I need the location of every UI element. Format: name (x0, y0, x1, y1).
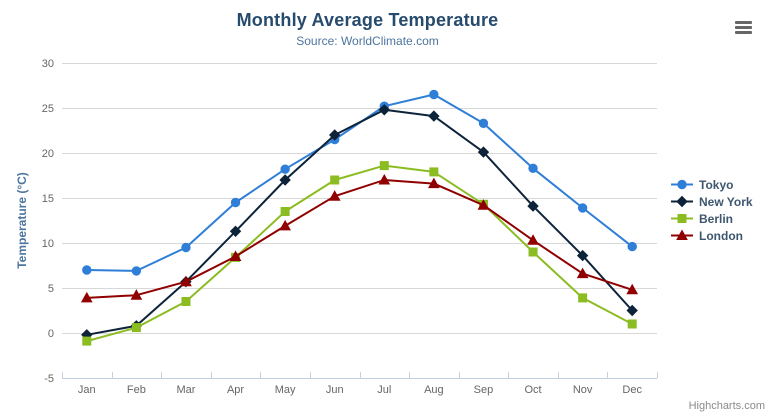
series-new-york[interactable] (81, 104, 638, 341)
legend-label: Tokyo (699, 177, 734, 192)
legend-item-london[interactable]: London (670, 227, 753, 244)
x-axis-label: Jun (326, 384, 344, 396)
data-point-triangle[interactable] (428, 177, 440, 189)
data-point-diamond[interactable] (477, 146, 490, 158)
y-axis-label: -5 (44, 373, 54, 385)
data-point-square[interactable] (181, 297, 191, 306)
legend-label: New York (699, 194, 753, 209)
legend-item-tokyo[interactable]: Tokyo (670, 176, 753, 193)
data-point-triangle[interactable] (328, 190, 341, 201)
legend-marker-circle-icon (671, 179, 693, 190)
data-point-diamond[interactable] (676, 195, 688, 208)
x-axis-label: Sep (474, 384, 494, 396)
data-point-circle[interactable] (528, 163, 538, 174)
legend: Tokyo New York Berlin London (670, 176, 753, 244)
x-axis-label: Nov (573, 384, 593, 396)
data-point-diamond[interactable] (428, 110, 440, 122)
x-axis-label: Apr (227, 384, 244, 396)
series-berlin[interactable] (82, 161, 637, 346)
x-axis-labels: Jan Feb Mar Apr May Jun Jul Aug Sep Oct Nov Dec (78, 384, 643, 396)
y-axis-label: 25 (42, 103, 54, 115)
legend-label: London (699, 228, 743, 243)
data-point-square[interactable] (379, 161, 389, 171)
data-point-diamond[interactable] (229, 225, 242, 238)
data-point-triangle[interactable] (180, 275, 192, 287)
data-point-diamond[interactable] (576, 249, 589, 262)
x-axis-label: Jul (377, 384, 391, 396)
credits-link[interactable]: Highcharts.com (688, 400, 765, 412)
chart-subtitle: Source: WorldClimate.com (296, 34, 439, 48)
data-point-diamond[interactable] (279, 174, 291, 186)
x-axis-label: May (275, 384, 296, 396)
hamburger-icon (735, 21, 752, 24)
data-point-circle[interactable] (230, 197, 241, 208)
x-axis-label: Jan (78, 384, 96, 396)
data-point-triangle[interactable] (676, 229, 688, 240)
data-point-square[interactable] (280, 207, 290, 216)
y-axis-label: 0 (48, 328, 54, 340)
y-gridlines (62, 63, 657, 379)
data-point-square[interactable] (82, 336, 92, 346)
data-point-diamond[interactable] (378, 104, 390, 116)
data-point-square[interactable] (330, 175, 340, 185)
data-point-square[interactable] (131, 323, 141, 333)
data-point-triangle[interactable] (80, 291, 93, 303)
data-point-square[interactable] (677, 214, 687, 223)
data-point-diamond[interactable] (329, 129, 341, 141)
y-axis-label: 10 (42, 238, 54, 250)
data-point-circle[interactable] (429, 89, 439, 100)
data-point-circle[interactable] (627, 241, 637, 252)
data-point-triangle[interactable] (576, 267, 589, 279)
data-point-triangle[interactable] (130, 289, 143, 300)
y-axis-labels: -5 0 5 10 15 20 25 30 (42, 58, 54, 385)
data-point-circle[interactable] (82, 265, 92, 275)
data-point-circle[interactable] (280, 164, 290, 174)
legend-marker-diamond-icon (671, 195, 693, 208)
x-axis-label: Feb (127, 384, 146, 396)
export-menu-button[interactable] (735, 21, 752, 34)
x-axis-label: Mar (176, 384, 195, 396)
x-axis-label: Dec (622, 384, 642, 396)
data-point-circle[interactable] (181, 242, 191, 253)
data-point-square[interactable] (528, 247, 538, 257)
y-axis-title: Temperature (°C) (15, 172, 29, 269)
legend-item-berlin[interactable]: Berlin (670, 210, 753, 227)
hamburger-icon-bar (735, 31, 752, 34)
x-axis (62, 372, 658, 379)
legend-marker-triangle-icon (671, 229, 693, 240)
data-point-triangle[interactable] (279, 219, 291, 231)
data-point-diamond[interactable] (527, 200, 539, 212)
data-point-square[interactable] (429, 167, 439, 177)
data-point-circle[interactable] (131, 266, 142, 276)
data-point-circle[interactable] (478, 118, 489, 129)
data-point-square[interactable] (627, 319, 637, 329)
y-axis-label: 15 (42, 193, 54, 205)
chart-title: Monthly Average Temperature (236, 10, 499, 30)
data-point-triangle[interactable] (626, 283, 639, 295)
legend-item-new-york[interactable]: New York (670, 193, 753, 210)
y-axis-label: 20 (42, 148, 54, 160)
series-london[interactable] (80, 173, 639, 303)
data-point-circle[interactable] (577, 203, 588, 213)
data-point-square[interactable] (578, 293, 588, 303)
x-axis-label: Aug (424, 384, 444, 396)
data-point-diamond[interactable] (626, 304, 638, 317)
data-point-triangle[interactable] (477, 199, 490, 210)
y-axis-label: 5 (48, 283, 54, 295)
data-point-triangle[interactable] (378, 173, 391, 185)
legend-label: Berlin (699, 211, 734, 226)
data-point-circle[interactable] (677, 179, 687, 190)
hamburger-icon-bar (735, 26, 752, 29)
data-point-triangle[interactable] (527, 234, 539, 245)
y-axis-label: 30 (42, 58, 54, 70)
x-axis-label: Oct (524, 384, 541, 396)
legend-marker-square-icon (671, 214, 693, 223)
series-tokyo[interactable] (82, 89, 637, 276)
data-point-triangle[interactable] (229, 250, 242, 261)
